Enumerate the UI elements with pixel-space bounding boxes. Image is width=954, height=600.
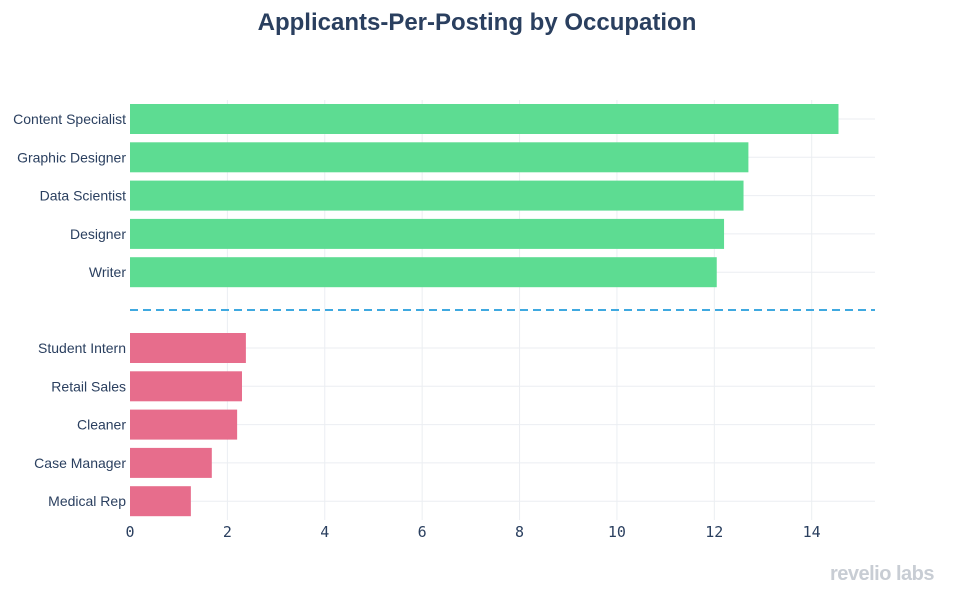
category-label: Retail Sales — [51, 378, 126, 394]
category-label: Writer — [89, 264, 126, 280]
category-label: Graphic Designer — [17, 149, 126, 165]
bar-student-intern — [130, 333, 246, 363]
bar-designer — [130, 218, 725, 249]
bar-medical-rep — [130, 486, 191, 517]
bar-data-scientist — [130, 180, 744, 211]
x-tick-label: 4 — [320, 523, 329, 541]
chart-title: Applicants-Per-Posting by Occupation — [257, 9, 697, 36]
bar-retail-sales — [130, 371, 242, 402]
x-tick-label: 2 — [223, 523, 232, 541]
bar-cleaner — [130, 409, 238, 440]
bar-case-manager — [130, 447, 212, 478]
x-tick-label: 10 — [608, 523, 626, 541]
revelio-labs-logo: revelio labs — [829, 563, 935, 585]
bar-content-specialist — [130, 104, 839, 134]
category-label: Data Scientist — [40, 188, 126, 204]
category-label: Student Intern — [38, 340, 126, 356]
x-tick-label: 6 — [418, 523, 427, 541]
bar-graphic-designer — [130, 142, 749, 173]
category-label: Designer — [70, 226, 126, 242]
x-tick-label: 14 — [803, 523, 821, 541]
category-label: Content Specialist — [13, 111, 126, 127]
bar-writer — [130, 257, 717, 288]
category-label: Case Manager — [34, 455, 126, 471]
x-tick-label: 0 — [125, 523, 134, 541]
category-label: Medical Rep — [48, 493, 126, 509]
x-tick-label: 12 — [705, 523, 723, 541]
category-label: Cleaner — [77, 417, 126, 433]
x-tick-label: 8 — [515, 523, 524, 541]
